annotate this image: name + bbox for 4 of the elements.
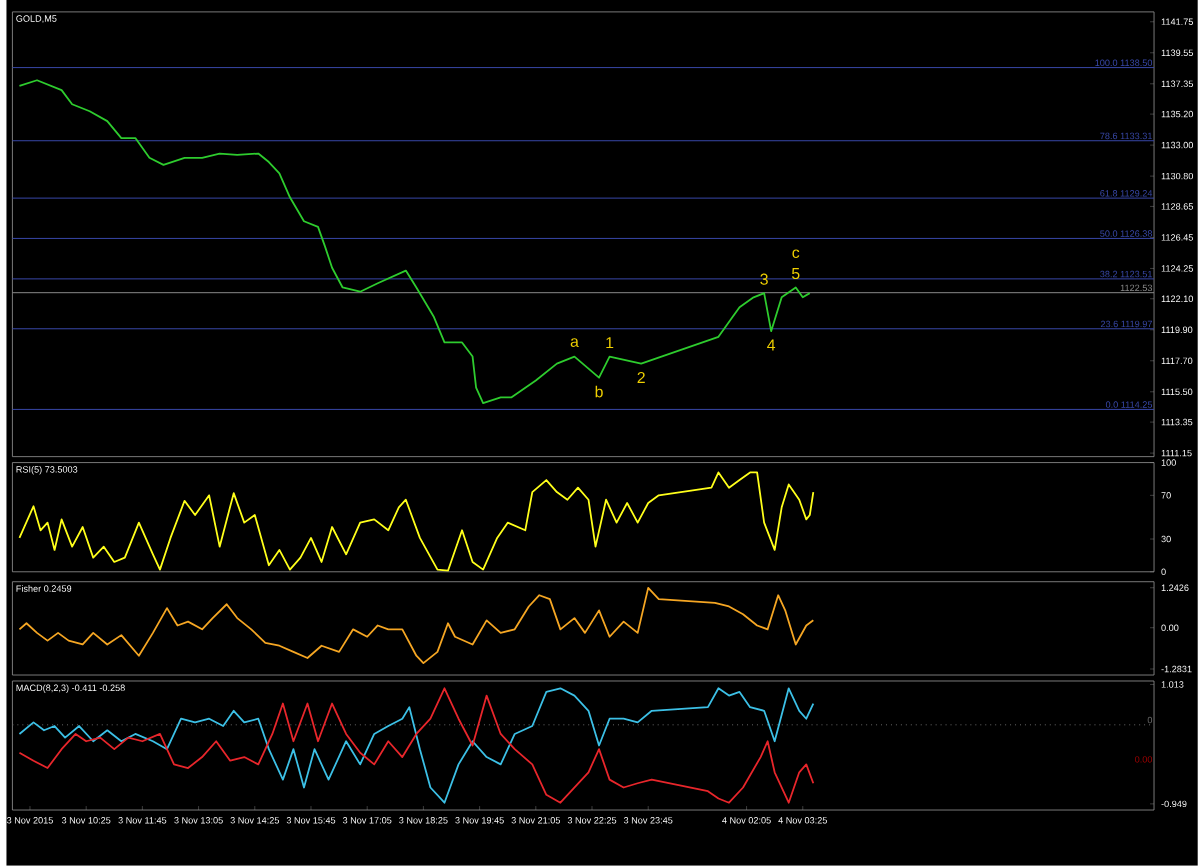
line-series [18, 79, 811, 405]
line-series [18, 471, 815, 572]
line-series [18, 687, 815, 804]
line-series [18, 587, 815, 665]
